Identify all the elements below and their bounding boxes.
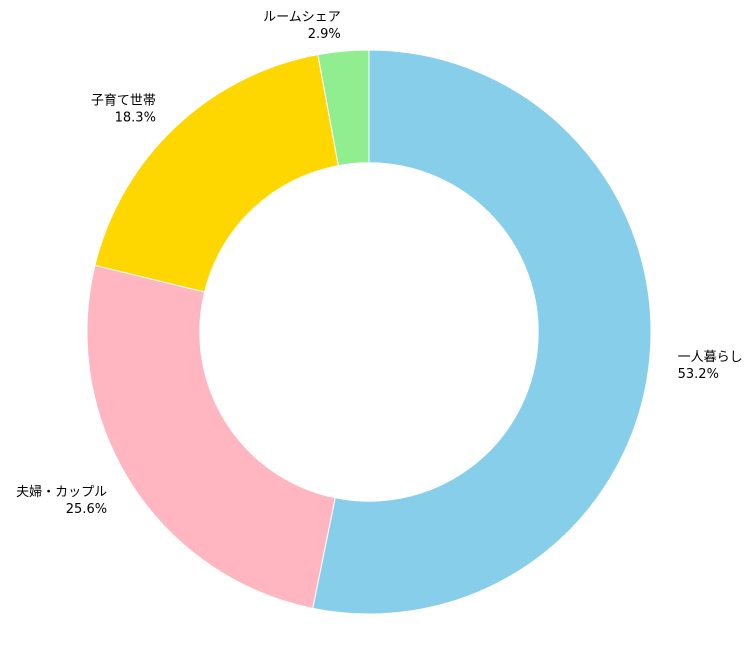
slice-percent-label: 2.9% bbox=[308, 27, 341, 42]
slice-percent-label: 25.6% bbox=[66, 502, 107, 517]
slice-percent-label: 18.3% bbox=[115, 111, 156, 126]
slice-label: 一人暮らし 53.2% bbox=[678, 350, 743, 382]
slice-category-label: 夫婦・カップル bbox=[16, 484, 107, 500]
donut-slice bbox=[312, 49, 652, 615]
donut-slice bbox=[94, 54, 339, 293]
slice-category-label: ルームシェア bbox=[263, 10, 341, 25]
donut-slice bbox=[317, 49, 370, 167]
slice-percent-label: 53.2% bbox=[678, 367, 719, 382]
slice-labels: 一人暮らし 53.2% 夫婦・カップル 25.6% 子育て世帯 18.3% ルームシェア 2.… bbox=[16, 10, 743, 517]
slice-category-label: 子育て世帯 bbox=[91, 93, 156, 109]
slice-label: ルームシェア 2.9% bbox=[263, 10, 341, 42]
slice-label: 子育て世帯 18.3% bbox=[91, 93, 156, 126]
donut-slice bbox=[86, 264, 336, 609]
slice-label: 夫婦・カップル 25.6% bbox=[16, 484, 107, 517]
donut-slices bbox=[86, 49, 652, 615]
slice-category-label: 一人暮らし bbox=[678, 350, 743, 365]
